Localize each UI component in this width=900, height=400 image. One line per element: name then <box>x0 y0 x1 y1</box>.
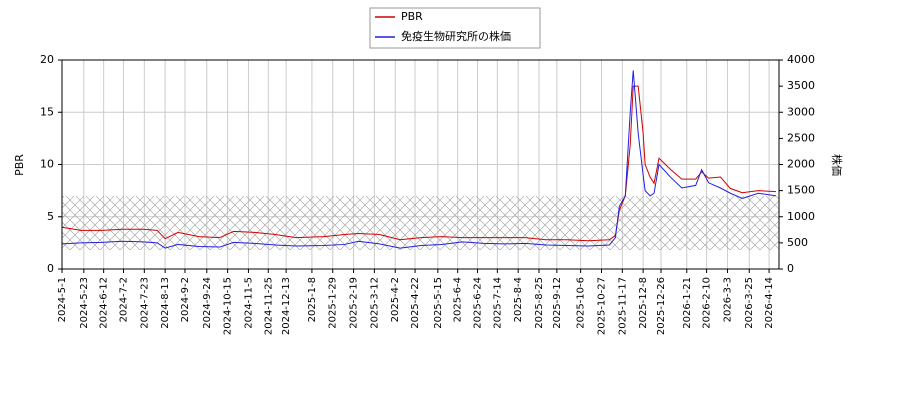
x-tick-label: 2025-3-12 <box>369 277 380 329</box>
x-tick-label: 2025-10-27 <box>596 277 607 335</box>
x-tick-label: 2024-9-24 <box>202 277 213 329</box>
x-tick-label: 2024-5-23 <box>79 277 90 329</box>
x-tick-label: 2024-7-23 <box>139 277 150 329</box>
x-tick-label: 2025-5-15 <box>433 277 444 329</box>
y2-tick-label: 500 <box>787 236 808 249</box>
x-tick-label: 2025-6-24 <box>473 277 484 329</box>
x-tick-label: 2025-6-4 <box>453 277 464 322</box>
x-tick-label: 2024-6-12 <box>99 277 110 329</box>
x-tick-label: 2026-3-25 <box>744 277 755 329</box>
series-line <box>61 70 777 249</box>
x-tick-label: 2024-12-13 <box>281 277 292 335</box>
y-tick-label: 5 <box>47 210 54 223</box>
x-tick-label: 2025-7-14 <box>492 277 503 329</box>
legend-box <box>369 7 541 49</box>
x-tick-label: 2025-4-22 <box>410 277 421 329</box>
y2-tick-label: 2500 <box>787 131 815 144</box>
y-tick-label: 10 <box>40 158 54 171</box>
x-tick-label: 2025-12-26 <box>656 277 667 335</box>
legend-label: PBR <box>401 10 423 23</box>
y2-tick-label: 4000 <box>787 53 815 66</box>
y-tick-label: 15 <box>40 105 54 118</box>
y2-tick-label: 3000 <box>787 105 815 118</box>
legend-label: 免疫生物研究所の株価 <box>401 29 511 43</box>
x-tick-label: 2024-9-2 <box>180 277 191 322</box>
x-tick-label: 2025-10-6 <box>576 277 587 329</box>
x-tick-label: 2025-1-29 <box>328 277 339 329</box>
y2-tick-label: 2000 <box>787 158 815 171</box>
legend: PBR 免疫生物研究所の株価 <box>375 10 511 43</box>
y2-tick-label: 3500 <box>787 79 815 92</box>
x-tick-label: 2025-4-2 <box>390 277 401 322</box>
x-tick-label: 2025-11-17 <box>617 277 628 335</box>
x-tick-label: 2026-4-14 <box>764 277 775 329</box>
plot <box>61 70 777 249</box>
series-line <box>61 85 777 242</box>
x-tick-label: 2025-8-25 <box>534 277 545 329</box>
x-tick-label: 2024-7-2 <box>118 277 129 322</box>
x-tick-label: 2025-1-8 <box>307 277 318 322</box>
y2-tick-label: 1500 <box>787 184 815 197</box>
y2-tick-label: 1000 <box>787 210 815 223</box>
x-tick-label: 2025-9-12 <box>552 277 563 329</box>
y-tick-label: 20 <box>40 53 54 66</box>
y-tick-label: 0 <box>47 262 54 275</box>
x-tick-label: 2026-1-21 <box>682 277 693 329</box>
x-tick-label: 2026-3-3 <box>722 277 733 322</box>
x-tick-label: 2025-12-8 <box>638 277 649 329</box>
y2-axis-label: 株価 <box>830 154 844 176</box>
x-tick-label: 2024-10-15 <box>223 277 234 335</box>
x-tick-label: 2024-5-1 <box>57 277 68 322</box>
x-tick-label: 2024-11-5 <box>243 277 254 329</box>
hatched-band <box>62 196 779 250</box>
x-tick-label: 2024-8-13 <box>160 277 171 329</box>
x-tick-label: 2024-11-25 <box>263 277 274 335</box>
x-tick-label: 2025-2-19 <box>349 277 360 329</box>
x-tick-label: 2025-8-4 <box>513 277 524 322</box>
y-axis-label: PBR <box>13 154 26 176</box>
x-tick-label: 2026-2-10 <box>702 277 713 329</box>
y2-tick-label: 0 <box>787 262 794 275</box>
